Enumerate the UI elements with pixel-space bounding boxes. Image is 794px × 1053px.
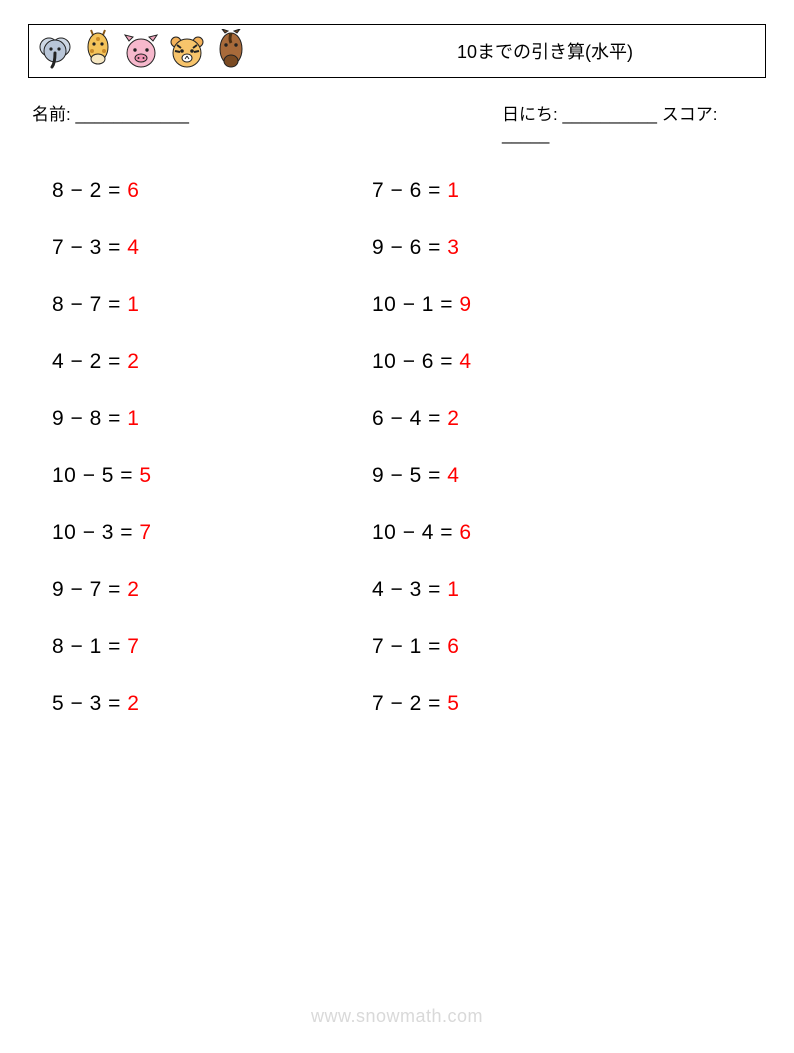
problem-expression: 4 − 2 = xyxy=(52,350,127,373)
problem-expression: 10 − 3 = xyxy=(52,521,139,544)
problem-answer: 5 xyxy=(139,464,151,487)
problem: 10 − 3 = 7 xyxy=(52,521,372,545)
problem-answer: 4 xyxy=(127,236,139,259)
animal-icons xyxy=(35,29,249,73)
problem-expression: 8 − 1 = xyxy=(52,635,127,658)
problem: 10 − 5 = 5 xyxy=(52,464,372,488)
problem-answer: 1 xyxy=(447,578,459,601)
problem-expression: 5 − 3 = xyxy=(52,692,127,715)
problem-expression: 7 − 6 = xyxy=(372,179,447,202)
problem: 7 − 3 = 4 xyxy=(52,236,372,260)
problem-expression: 8 − 2 = xyxy=(52,179,127,202)
date-score-field: 日にち: __________ スコア: _____ xyxy=(502,100,762,145)
problem-answer: 1 xyxy=(127,407,139,430)
problem-expression: 7 − 2 = xyxy=(372,692,447,715)
problem: 8 − 2 = 6 xyxy=(52,179,372,203)
problems-column-1: 8 − 2 = 67 − 3 = 48 − 7 = 14 − 2 = 29 − … xyxy=(52,179,372,716)
watermark: www.snowmath.com xyxy=(0,1006,794,1027)
problem: 4 − 3 = 1 xyxy=(372,578,692,602)
giraffe-icon xyxy=(81,29,115,73)
problem-expression: 7 − 1 = xyxy=(372,635,447,658)
problem: 5 − 3 = 2 xyxy=(52,692,372,716)
problem: 8 − 7 = 1 xyxy=(52,293,372,317)
problem-expression: 9 − 5 = xyxy=(372,464,447,487)
tiger-icon xyxy=(167,31,207,71)
problems-grid: 8 − 2 = 67 − 3 = 48 − 7 = 14 − 2 = 29 − … xyxy=(28,179,766,716)
problem-expression: 10 − 1 = xyxy=(372,293,459,316)
problem-answer: 2 xyxy=(127,350,139,373)
problem-expression: 9 − 8 = xyxy=(52,407,127,430)
problem-expression: 8 − 7 = xyxy=(52,293,127,316)
elephant-icon xyxy=(35,31,75,71)
problem: 6 − 4 = 2 xyxy=(372,407,692,431)
problem-expression: 9 − 7 = xyxy=(52,578,127,601)
name-label: 名前: xyxy=(32,105,75,124)
worksheet-page: 10までの引き算(水平) 名前: ____________ 日にち: _____… xyxy=(0,0,794,716)
name-field: 名前: ____________ xyxy=(32,100,502,145)
problem-expression: 10 − 4 = xyxy=(372,521,459,544)
problem-answer: 7 xyxy=(139,521,151,544)
header-box: 10までの引き算(水平) xyxy=(28,24,766,78)
problem: 7 − 2 = 5 xyxy=(372,692,692,716)
score-blank: _____ xyxy=(502,125,549,144)
worksheet-title: 10までの引き算(水平) xyxy=(457,38,753,64)
problem-answer: 1 xyxy=(127,293,139,316)
date-blank: __________ xyxy=(562,105,657,124)
problem: 8 − 1 = 7 xyxy=(52,635,372,659)
meta-row: 名前: ____________ 日にち: __________ スコア: __… xyxy=(28,100,766,145)
problem-answer: 3 xyxy=(447,236,459,259)
date-label: 日にち: xyxy=(502,105,562,124)
problem-answer: 2 xyxy=(127,692,139,715)
problem-expression: 7 − 3 = xyxy=(52,236,127,259)
problem: 10 − 6 = 4 xyxy=(372,350,692,374)
problem-expression: 9 − 6 = xyxy=(372,236,447,259)
problem-answer: 6 xyxy=(447,635,459,658)
problem: 9 − 7 = 2 xyxy=(52,578,372,602)
pig-icon xyxy=(121,31,161,71)
problem: 9 − 5 = 4 xyxy=(372,464,692,488)
problem: 9 − 8 = 1 xyxy=(52,407,372,431)
problem-answer: 7 xyxy=(127,635,139,658)
problem-expression: 6 − 4 = xyxy=(372,407,447,430)
problem: 9 − 6 = 3 xyxy=(372,236,692,260)
problem: 10 − 1 = 9 xyxy=(372,293,692,317)
problems-column-2: 7 − 6 = 1 9 − 6 = 3 10 − 1 = 9 10 − 6 = 4 6 … xyxy=(372,179,692,716)
problem-expression: 4 − 3 = xyxy=(372,578,447,601)
problem: 4 − 2 = 2 xyxy=(52,350,372,374)
score-label: スコア: xyxy=(657,105,717,124)
horse-icon xyxy=(213,29,249,73)
problem-answer: 4 xyxy=(447,464,459,487)
problem-answer: 4 xyxy=(459,350,471,373)
problem: 10 − 4 = 6 xyxy=(372,521,692,545)
problem-answer: 5 xyxy=(447,692,459,715)
problem: 7 − 1 = 6 xyxy=(372,635,692,659)
name-blank: ____________ xyxy=(75,105,188,124)
problem-expression: 10 − 5 = xyxy=(52,464,139,487)
problem: 7 − 6 = 1 xyxy=(372,179,692,203)
problem-answer: 1 xyxy=(447,179,459,202)
problem-answer: 9 xyxy=(459,293,471,316)
problem-answer: 2 xyxy=(127,578,139,601)
problem-answer: 6 xyxy=(459,521,471,544)
problem-answer: 2 xyxy=(447,407,459,430)
problem-answer: 6 xyxy=(127,179,139,202)
problem-expression: 10 − 6 = xyxy=(372,350,459,373)
